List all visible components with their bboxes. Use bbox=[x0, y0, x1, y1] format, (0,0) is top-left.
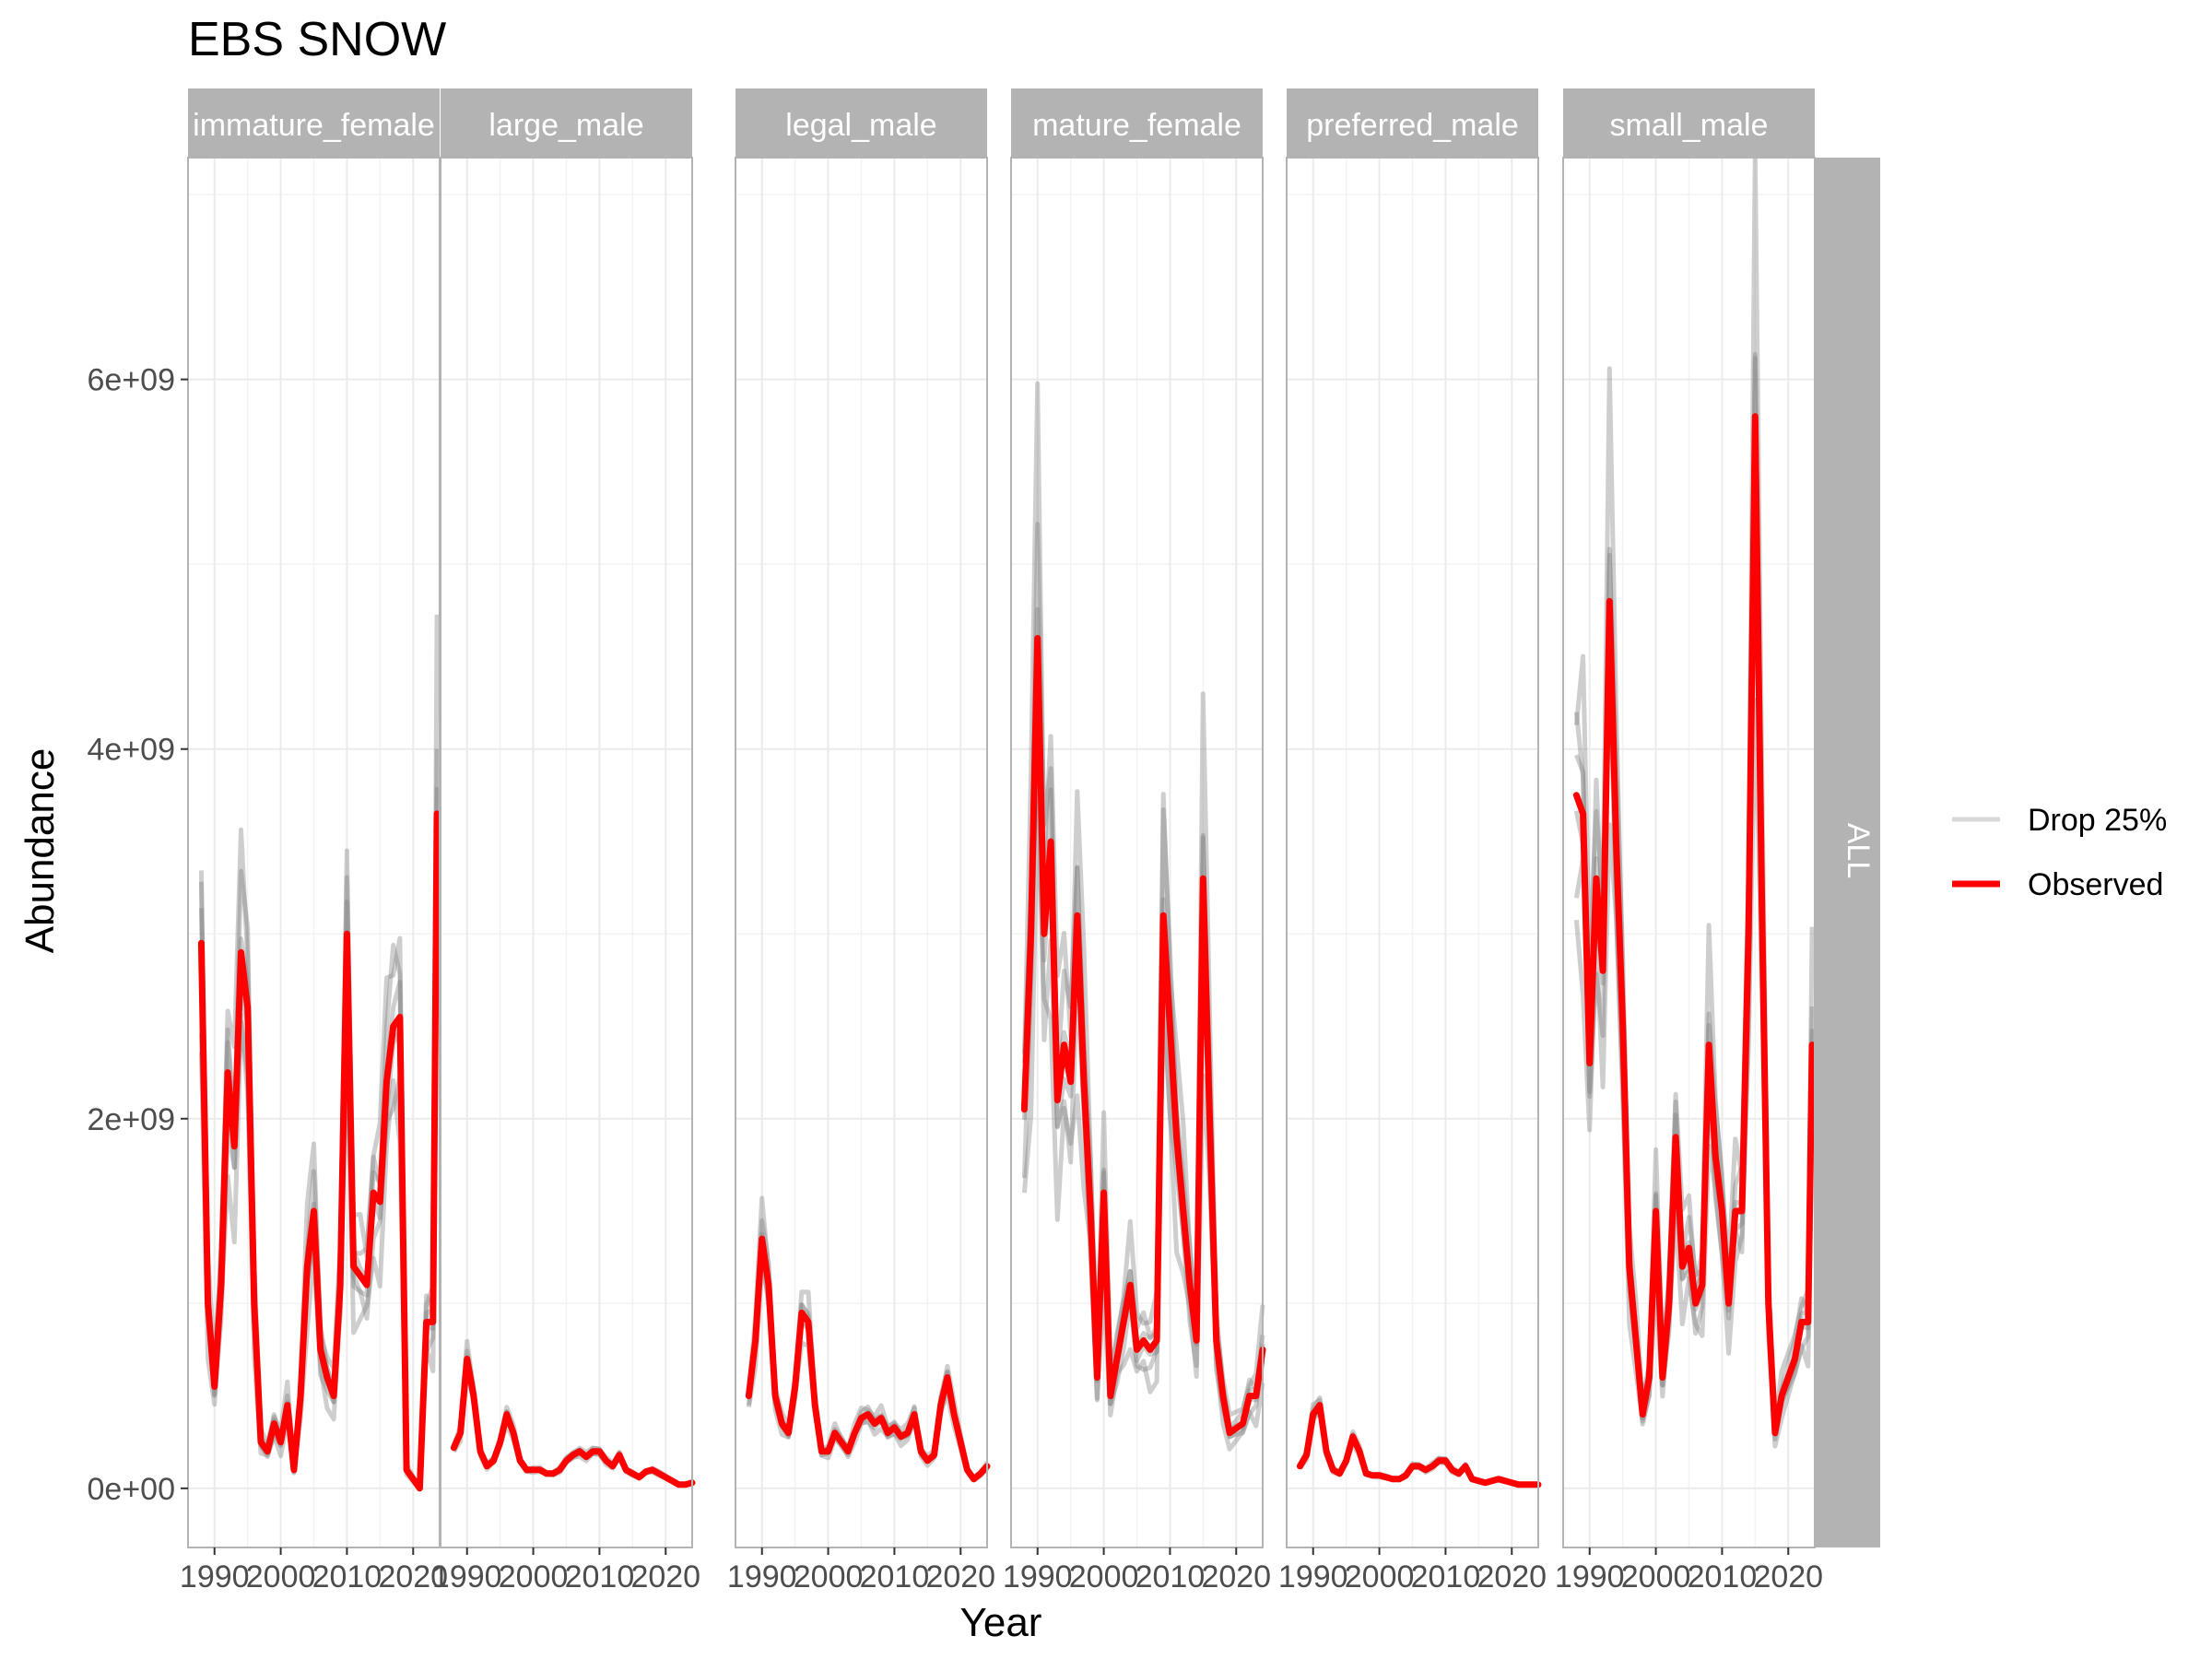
panel-border bbox=[735, 157, 988, 1548]
y-tick-label: 4e+09 bbox=[88, 733, 176, 768]
panel-border bbox=[1286, 157, 1539, 1548]
x-tick-label: 2010 bbox=[565, 1559, 635, 1594]
panel-border bbox=[1010, 157, 1264, 1548]
observed-series-line bbox=[450, 1356, 696, 1488]
row-strip-label: ALL bbox=[1841, 823, 1876, 879]
x-tick-label: 1990 bbox=[727, 1559, 797, 1594]
panel-border bbox=[440, 157, 693, 1548]
row-strip-background bbox=[1816, 158, 1880, 1547]
x-tick-label: 2010 bbox=[1411, 1559, 1481, 1594]
facet-strip-label: preferred_male bbox=[1306, 108, 1519, 143]
facet-strip bbox=[735, 88, 987, 157]
facet-strip-label: mature_female bbox=[1032, 108, 1241, 143]
observed-series-line bbox=[197, 810, 441, 1492]
x-tick-label: 2000 bbox=[1345, 1559, 1415, 1594]
x-tick-label: 2000 bbox=[246, 1559, 316, 1594]
x-tick-label: 2000 bbox=[794, 1559, 864, 1594]
y-tick-label: 0e+00 bbox=[88, 1472, 176, 1507]
x-axis-title: Year bbox=[960, 1600, 1042, 1645]
x-tick-label: 1990 bbox=[180, 1559, 250, 1594]
x-tick-label: 2020 bbox=[1201, 1559, 1271, 1594]
x-tick-label: 2020 bbox=[378, 1559, 448, 1594]
panel-border bbox=[1562, 157, 1816, 1548]
facet-strip-label: legal_male bbox=[785, 108, 936, 143]
legend: Drop 25% Observed bbox=[1952, 803, 2167, 902]
observed-series-line bbox=[745, 1235, 991, 1483]
observed-series-line bbox=[1020, 634, 1266, 1437]
x-tick-label: 2000 bbox=[1069, 1559, 1139, 1594]
x-tick-label: 2020 bbox=[1477, 1559, 1547, 1594]
y-axis-title: Abundance bbox=[18, 748, 63, 954]
legend-label-observed: Observed bbox=[2028, 867, 2163, 902]
x-tick-label: 1990 bbox=[1278, 1559, 1348, 1594]
x-tick-label: 2010 bbox=[1688, 1559, 1758, 1594]
facet-strip bbox=[1563, 88, 1815, 157]
x-tick-label: 2010 bbox=[860, 1559, 930, 1594]
x-tick-label: 2020 bbox=[925, 1559, 995, 1594]
row-strip: ALL bbox=[1816, 158, 1880, 1547]
x-tick-label: 1990 bbox=[1003, 1559, 1073, 1594]
x-tick-label: 1990 bbox=[1555, 1559, 1625, 1594]
facet-strip bbox=[441, 88, 692, 157]
x-tick-label: 1990 bbox=[432, 1559, 502, 1594]
facet-panels: immature_female1990200020102020large_mal… bbox=[180, 88, 1823, 1594]
facet-strip bbox=[188, 88, 440, 157]
x-tick-label: 2020 bbox=[630, 1559, 700, 1594]
x-tick-label: 2000 bbox=[499, 1559, 569, 1594]
chart-title: EBS SNOW bbox=[188, 13, 446, 66]
x-tick-label: 2010 bbox=[312, 1559, 382, 1594]
facet-strip-label: immature_female bbox=[193, 108, 435, 143]
x-tick-label: 2000 bbox=[1621, 1559, 1691, 1594]
observed-series-line bbox=[1572, 413, 1816, 1437]
legend-label-drop: Drop 25% bbox=[2028, 803, 2167, 838]
facet-strip-label: large_male bbox=[488, 108, 643, 143]
facet-strip bbox=[1287, 88, 1538, 157]
x-tick-label: 2020 bbox=[1753, 1559, 1823, 1594]
y-tick-label: 6e+09 bbox=[88, 363, 176, 398]
facet-strip-label: small_male bbox=[1610, 108, 1769, 143]
x-tick-label: 2010 bbox=[1135, 1559, 1206, 1594]
y-axis: 0e+00 2e+09 4e+09 6e+09 bbox=[88, 363, 188, 1507]
observed-series-line bbox=[1296, 1402, 1542, 1488]
facet-strip bbox=[1011, 88, 1263, 157]
y-tick-label: 2e+09 bbox=[88, 1102, 176, 1137]
